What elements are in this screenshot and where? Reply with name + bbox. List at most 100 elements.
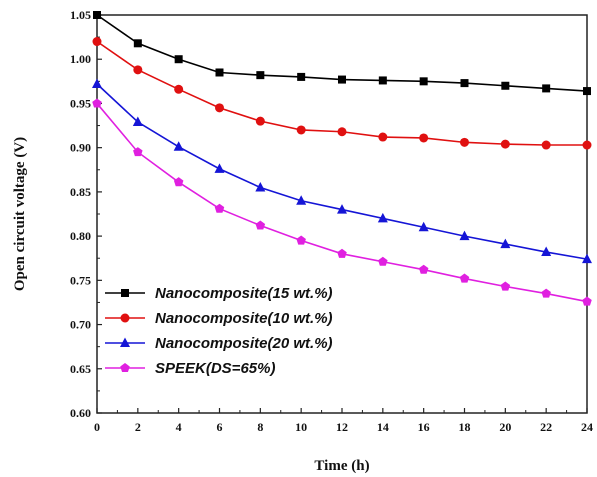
data-point xyxy=(582,296,592,306)
series-line xyxy=(96,83,588,260)
data-point xyxy=(255,181,266,192)
data-point xyxy=(296,125,306,135)
data-point xyxy=(378,76,387,85)
data-point xyxy=(582,140,592,150)
data-point xyxy=(378,256,388,266)
data-point xyxy=(256,71,265,80)
data-point xyxy=(582,253,592,264)
x-tick-label: 8 xyxy=(257,420,263,434)
series-1 xyxy=(92,37,592,150)
data-point xyxy=(296,235,306,245)
legend-marker xyxy=(120,363,130,373)
data-point xyxy=(501,81,510,90)
x-tick-label: 16 xyxy=(418,420,430,434)
y-tick-label: 1.00 xyxy=(70,52,91,66)
data-point xyxy=(92,98,102,108)
data-point xyxy=(255,116,265,126)
x-tick-label: 18 xyxy=(459,420,471,434)
x-tick-label: 4 xyxy=(176,420,182,434)
legend-marker xyxy=(121,289,129,297)
ticks-layer: 0 2 4 6 8 10 12 14 16 18 20 22 240.600.650.700.750.8… xyxy=(70,8,593,434)
legend-marker xyxy=(120,337,130,347)
data-point xyxy=(215,103,224,113)
data-point xyxy=(132,116,143,127)
y-tick-label: 0.75 xyxy=(70,273,91,287)
data-point xyxy=(173,141,184,151)
data-point xyxy=(377,212,388,223)
data-point xyxy=(419,77,428,86)
y-tick-label: 0.90 xyxy=(70,141,91,155)
y-tick-label: 0.85 xyxy=(70,185,91,199)
x-tick-label: 24 xyxy=(581,420,593,434)
legend-marker xyxy=(120,313,130,323)
legend-label: Nanocomposite(20 wt.%) xyxy=(155,335,333,352)
x-tick-label: 2 xyxy=(135,420,141,434)
data-point xyxy=(93,11,101,19)
data-point xyxy=(133,65,143,75)
data-point xyxy=(92,37,102,47)
data-point xyxy=(133,147,143,157)
legend-entry: SPEEK(DS=65%) xyxy=(105,360,275,377)
data-point xyxy=(500,238,511,249)
data-point xyxy=(378,132,388,142)
legend-label: Nanocomposite(15 wt.%) xyxy=(155,285,333,302)
x-tick-label: 20 xyxy=(499,420,511,434)
data-point xyxy=(500,281,511,291)
data-point xyxy=(174,84,184,94)
plot-frame xyxy=(96,14,588,414)
series-layer xyxy=(92,11,592,306)
y-tick-label: 0.60 xyxy=(70,406,91,420)
legend-entry: Nanocomposite(20 wt.%) xyxy=(105,335,333,352)
data-point xyxy=(214,203,225,213)
data-point xyxy=(214,163,225,173)
series-0 xyxy=(93,11,591,96)
legend-label: Nanocomposite(10 wt.%) xyxy=(155,310,333,327)
x-axis-title: Time (h) xyxy=(314,458,369,474)
data-point xyxy=(418,264,429,274)
data-point xyxy=(460,79,469,88)
x-tick-label: 10 xyxy=(295,420,307,434)
data-point xyxy=(297,72,306,81)
data-point xyxy=(173,177,184,187)
y-tick-label: 0.70 xyxy=(70,318,91,332)
x-tick-label: 6 xyxy=(217,420,223,434)
data-point xyxy=(296,195,307,205)
y-tick-label: 1.05 xyxy=(70,8,91,22)
data-point xyxy=(133,39,142,48)
data-point xyxy=(542,84,551,93)
data-point xyxy=(215,68,224,77)
y-axis-title: Open circuit voltage (V) xyxy=(12,137,28,291)
data-point xyxy=(459,273,470,283)
x-tick-label: 22 xyxy=(540,420,552,434)
data-point xyxy=(418,221,429,232)
series-3 xyxy=(92,98,592,306)
data-point xyxy=(500,139,510,149)
y-tick-label: 0.65 xyxy=(70,362,91,376)
legend: Nanocomposite(15 wt.%) Nanocomposite(10 w… xyxy=(105,285,333,377)
data-point xyxy=(419,133,429,143)
x-tick-label: 0 xyxy=(94,420,100,434)
data-point xyxy=(338,75,346,84)
data-point xyxy=(337,127,347,137)
x-tick-label: 12 xyxy=(336,420,348,434)
data-point xyxy=(541,246,552,257)
data-point xyxy=(459,230,470,241)
data-point xyxy=(460,137,469,147)
data-point xyxy=(583,87,591,96)
series-2 xyxy=(92,78,592,264)
x-tick-label: 14 xyxy=(377,420,389,434)
legend-entry: Nanocomposite(15 wt.%) xyxy=(105,285,333,302)
data-point xyxy=(92,78,102,88)
data-point xyxy=(541,140,551,150)
data-point xyxy=(541,288,551,298)
legend-label: SPEEK(DS=65%) xyxy=(155,360,275,377)
data-point xyxy=(174,55,183,64)
data-point xyxy=(337,248,347,258)
y-tick-label: 0.80 xyxy=(70,229,91,243)
legend-entry: Nanocomposite(10 wt.%) xyxy=(105,310,333,327)
data-point xyxy=(255,220,266,230)
data-point xyxy=(337,204,347,214)
y-tick-label: 0.95 xyxy=(70,96,91,110)
